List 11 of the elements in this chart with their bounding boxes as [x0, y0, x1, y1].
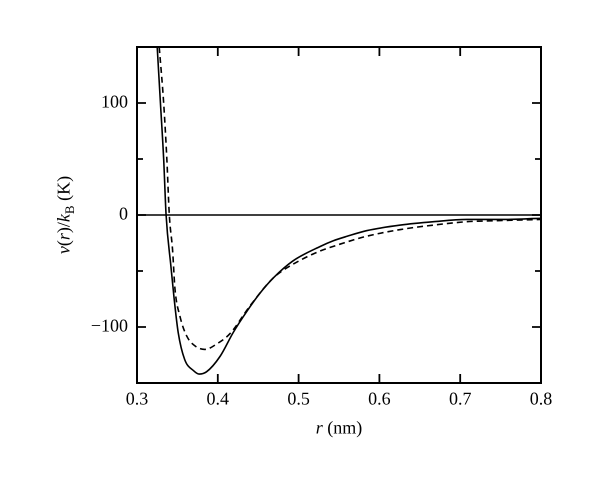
x-tick-label: 0.4	[206, 388, 230, 409]
y-tick-label: 0	[119, 204, 128, 224]
y-tick-label: 100	[101, 92, 128, 112]
x-tick-label: 0.5	[287, 388, 310, 409]
x-tick-label: 0.7	[448, 388, 472, 409]
x-tick-label: 0.6	[368, 388, 391, 409]
x-tick-label: 0.8	[530, 388, 552, 409]
y-tick-label: −100	[90, 316, 128, 336]
x-axis-title: r (nm)	[316, 418, 362, 438]
x-tick-label: 0.3	[126, 388, 148, 409]
text: v(r)/kB (K)	[54, 176, 77, 254]
